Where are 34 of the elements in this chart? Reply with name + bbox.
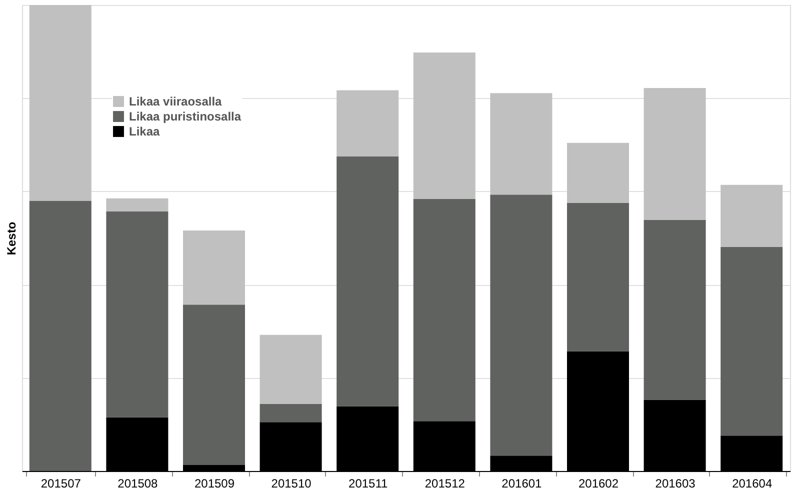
- bar: [644, 88, 706, 220]
- bar: [260, 404, 322, 422]
- x-tick-label: 201601: [502, 476, 542, 490]
- bar: [106, 211, 168, 418]
- x-tick-label: 201512: [424, 476, 466, 490]
- x-tick-label: 201507: [40, 476, 82, 490]
- x-tick-label: 201603: [655, 476, 696, 490]
- y-axis-title: Kesto: [4, 222, 18, 256]
- bar: [490, 194, 552, 456]
- bar: [720, 246, 783, 436]
- x-tick-label: 201604: [732, 476, 772, 490]
- bar: [567, 203, 629, 352]
- bar: [413, 198, 476, 422]
- bar: [183, 230, 245, 305]
- legend-label: Likaa puristinosalla: [129, 110, 242, 124]
- legend-label: Likaa: [129, 124, 160, 138]
- bar: [29, 200, 92, 471]
- x-tick-label: 201509: [194, 476, 235, 490]
- x-tick-label: 201511: [348, 476, 388, 490]
- x-tick-label: 201508: [118, 476, 158, 490]
- bar: [720, 184, 783, 247]
- x-tick-label: 201510: [271, 476, 312, 490]
- bar: [567, 142, 629, 204]
- bar: [260, 334, 322, 404]
- bar: [644, 220, 706, 400]
- legend-label: Likaa viiraosalla: [129, 94, 222, 108]
- bar: [413, 52, 476, 199]
- bar: [336, 156, 399, 406]
- x-tick-label: 201602: [578, 476, 619, 490]
- bar: [336, 90, 399, 156]
- bar: [490, 93, 552, 195]
- bar: [106, 198, 168, 212]
- bar: [29, 5, 92, 201]
- bar: [183, 304, 245, 465]
